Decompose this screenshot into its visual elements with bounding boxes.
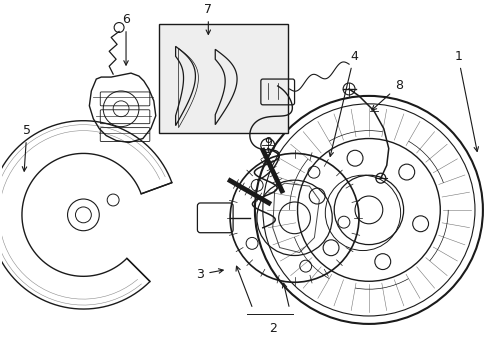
Text: 6: 6 bbox=[122, 13, 130, 65]
Text: 2: 2 bbox=[268, 322, 276, 336]
Text: 7: 7 bbox=[204, 3, 212, 35]
FancyBboxPatch shape bbox=[159, 23, 287, 132]
Text: 3: 3 bbox=[196, 268, 223, 281]
Text: 4: 4 bbox=[328, 50, 357, 157]
Text: 1: 1 bbox=[453, 50, 477, 152]
Text: 8: 8 bbox=[371, 80, 402, 110]
Text: 9: 9 bbox=[264, 136, 271, 158]
Text: 5: 5 bbox=[22, 124, 31, 171]
